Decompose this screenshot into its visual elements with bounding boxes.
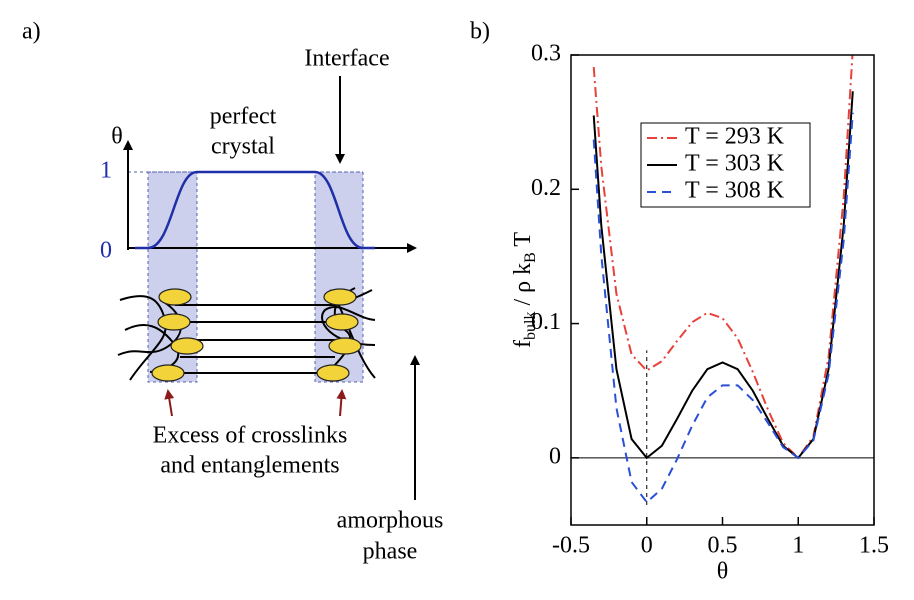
x-tick-label: 1	[792, 533, 804, 559]
y-tick-label: 0	[549, 443, 561, 469]
crystal-label: perfect	[210, 104, 277, 130]
chains	[117, 287, 376, 381]
plot-frame	[570, 54, 875, 526]
y-axis-label: fbulk / ρ kB T	[510, 232, 539, 348]
y-tick-label: 0.3	[531, 41, 561, 67]
interface-label: Interface	[304, 46, 389, 72]
legend-label: T = 303 K	[685, 151, 785, 177]
y-axis-label-part: bulk	[522, 312, 539, 340]
line-series	[592, 55, 854, 460]
legend-label: T = 293 K	[685, 124, 785, 150]
y-tick-label: 0.2	[531, 175, 561, 201]
y-axis-label-part: T	[510, 232, 536, 253]
excess-label: Excess of crosslinks	[153, 423, 348, 449]
x-tick-label: -0.5	[552, 533, 590, 559]
order-profile	[135, 170, 375, 250]
panel-b: b) -0.5 0 0.5 1 1.500.10.20.3T = 293 KT = 30…	[470, 19, 889, 585]
legend-label: T = 308 K	[685, 178, 785, 204]
y-axis-label-part: f	[510, 340, 536, 348]
panel-label: b)	[470, 19, 490, 45]
plot-area	[592, 55, 854, 504]
y-axis-label-part: B	[522, 252, 539, 263]
y-tick-label: 0.1	[531, 309, 561, 335]
excess-arrow	[336, 389, 347, 417]
crosslinks	[151, 288, 362, 382]
excess-arrow	[164, 389, 175, 417]
line-series	[592, 112, 854, 504]
crystal-label: crystal	[211, 134, 275, 160]
x-axis-label: θ	[717, 559, 729, 585]
amorphous-label: phase	[363, 539, 418, 565]
amorphous-label: amorphous	[337, 508, 444, 534]
x-tick-label: 0	[641, 533, 653, 559]
panel-label: a)	[22, 19, 41, 45]
level-label: 0	[100, 238, 112, 264]
excess-label: and entanglements	[160, 453, 339, 479]
y-axis-label-part: / ρ k	[510, 263, 536, 312]
x-tick-label: 0.5	[708, 533, 738, 559]
axis-label: θ	[111, 124, 123, 150]
x-tick-label: 1.5	[859, 533, 889, 559]
level-label: 1	[100, 158, 112, 184]
panel-a: a) θ 1 0 perfect crystal Interface Ex	[22, 19, 443, 565]
